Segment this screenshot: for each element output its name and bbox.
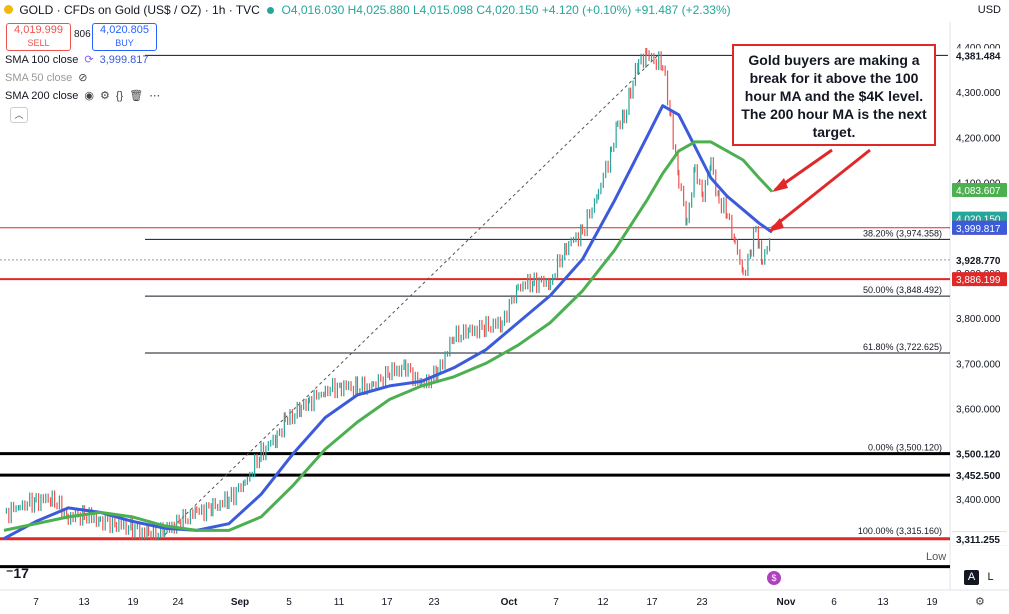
more-icon[interactable]: ⋯ xyxy=(149,90,161,102)
x-tick-label: 19 xyxy=(127,597,139,608)
x-tick-label: Nov xyxy=(777,597,796,608)
legend-sma200-label: SMA 200 close xyxy=(5,89,79,102)
fib-label-2: 50.00% (3,848.492) xyxy=(863,285,942,295)
x-tick-label: Oct xyxy=(501,597,518,608)
currency-selector[interactable]: USD xyxy=(978,4,1001,16)
sell-price: 4,019.999 xyxy=(14,24,63,36)
arrow-head-sma200 xyxy=(772,178,788,192)
price-label-5: 3,928.770 xyxy=(956,256,1001,267)
x-tick-label: 6 xyxy=(831,597,837,608)
fib-label-1: 38.20% (3,974.358) xyxy=(863,228,942,238)
price-label-7: 3,500.120 xyxy=(956,450,1001,461)
ohlc-change-total: +91.487 (+2.33%) xyxy=(634,3,731,17)
event-marker-icon[interactable]: $ xyxy=(767,571,781,585)
price-label-8: 3,452.500 xyxy=(956,471,1001,482)
x-tick-label: 13 xyxy=(877,597,889,608)
x-tick-label: 17 xyxy=(646,597,658,608)
eye-hidden-icon[interactable]: ⊘ xyxy=(78,72,88,84)
ohlc-change: +4.120 (+0.10%) xyxy=(541,3,632,17)
symbol-title: GOLD · CFDs on Gold (US$ / OZ) · 1h · TV… xyxy=(19,3,260,17)
loading-icon: ⟳ xyxy=(84,54,94,66)
price-label-bg-5 xyxy=(952,252,1007,267)
price-label-bg-10 xyxy=(952,531,1007,546)
y-tick-label: 3,800.000 xyxy=(956,314,1001,325)
fib-label-3: 61.80% (3,722.625) xyxy=(863,342,942,352)
x-tick-label: 7 xyxy=(553,597,559,608)
tradingview-logo-icon: ⁻17 xyxy=(6,565,29,581)
settings-icon[interactable]: ⚙ xyxy=(99,90,110,102)
fib-label-0: 0.00% (3,500.120) xyxy=(868,443,942,453)
price-label-4: 3,999.817 xyxy=(956,224,1001,235)
price-label-bg-4 xyxy=(952,220,1007,235)
price-label-10: 3,311.255 xyxy=(956,535,1000,546)
legend-sma100-value: 3,999.817 xyxy=(99,53,149,66)
x-tick-label: 17 xyxy=(381,597,393,608)
sma100-line xyxy=(3,104,773,540)
x-tick-label: 23 xyxy=(428,597,440,608)
legend-sma100-label: SMA 100 close xyxy=(5,53,79,66)
market-status-icon xyxy=(267,7,275,14)
x-tick-label: 11 xyxy=(334,597,345,608)
price-label-bg-8 xyxy=(952,468,1007,483)
x-tick-label: Sep xyxy=(231,597,249,608)
price-label-bg-0 xyxy=(952,48,1007,63)
price-label-0: 4,381.484 xyxy=(956,51,1001,62)
price-axis-bg xyxy=(950,0,1009,614)
ohlc-open: O4,016.030 xyxy=(281,3,345,17)
price-label-bg-7 xyxy=(952,446,1007,461)
settings-gear-icon[interactable]: ⚙ xyxy=(975,596,985,608)
log-scale-button[interactable]: L xyxy=(987,571,994,583)
sma200-line xyxy=(3,140,774,532)
spread-value: 806 xyxy=(74,29,91,40)
price-label-2: 4,020.150 xyxy=(956,215,1001,226)
x-tick-label: 19 xyxy=(926,597,938,608)
sell-button[interactable]: 4,019.999 SELL xyxy=(6,23,71,51)
price-label-6: 3,886.199 xyxy=(956,275,1001,286)
ohlc-high: H4,025.880 xyxy=(347,3,410,17)
legend-sma200[interactable]: SMA 200 close ◉ ⚙ {} 🗑 ⋯ xyxy=(5,89,161,103)
x-tick-label: 24 xyxy=(172,597,184,608)
annotation-text: Gold buyers are making a break for it ab… xyxy=(741,52,927,140)
x-tick-label: 5 xyxy=(286,597,292,608)
eye-icon[interactable]: ◉ xyxy=(84,90,94,102)
price-label-bg-1 xyxy=(952,182,1007,197)
y-tick-label: 3,400.000 xyxy=(956,495,1001,506)
x-tick-label: 13 xyxy=(78,597,90,608)
x-tick-label: 12 xyxy=(597,597,609,608)
price-label-1: 4,083.607 xyxy=(956,186,1001,197)
legend-sma100[interactable]: SMA 100 close ⟳ 3,999.817 xyxy=(5,53,149,67)
auto-scale-button[interactable]: A xyxy=(964,570,979,585)
y-tick-label: 3,700.000 xyxy=(956,359,1001,370)
buy-button[interactable]: 4,020.805 BUY xyxy=(92,23,157,51)
y-tick-label: 4,200.000 xyxy=(956,133,1001,144)
annotation-box: Gold buyers are making a break for it ab… xyxy=(732,44,936,146)
legend-sma50[interactable]: SMA 50 close ⊘ xyxy=(5,71,88,85)
low-label: Low xyxy=(926,551,947,563)
gold-logo-icon xyxy=(4,5,13,14)
ohlc-low: L4,015.098 xyxy=(413,3,474,17)
collapse-legend-icon[interactable]: ︿ xyxy=(10,107,28,123)
buy-price: 4,020.805 xyxy=(100,24,149,36)
currency-label: USD xyxy=(977,4,1001,16)
source-code-icon[interactable]: {} xyxy=(115,89,124,102)
arrow-head-sma100 xyxy=(768,218,784,232)
fib-label-4: 100.00% (3,315.160) xyxy=(858,526,942,536)
ohlc-close: C4,020.150 xyxy=(476,3,539,17)
x-tick-label: 7 xyxy=(33,597,39,608)
y-tick-label: 4,300.000 xyxy=(956,88,1001,99)
delete-icon[interactable]: 🗑 xyxy=(129,90,144,102)
legend-sma50-label: SMA 50 close xyxy=(5,71,73,84)
arrow-to-sma100 xyxy=(771,148,871,230)
symbol-header[interactable]: GOLD · CFDs on Gold (US$ / OZ) · 1h · TV… xyxy=(4,3,731,17)
buy-label: BUY xyxy=(115,38,134,48)
sell-label: SELL xyxy=(27,38,50,48)
x-tick-label: 23 xyxy=(696,597,708,608)
price-label-bg-6 xyxy=(952,272,1007,287)
trend-line xyxy=(164,53,660,536)
y-tick-label: 3,600.000 xyxy=(956,404,1001,415)
